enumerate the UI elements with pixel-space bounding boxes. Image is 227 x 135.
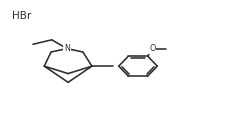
Text: N: N: [64, 44, 70, 53]
Text: HBr: HBr: [12, 11, 32, 21]
Text: O: O: [149, 44, 155, 53]
